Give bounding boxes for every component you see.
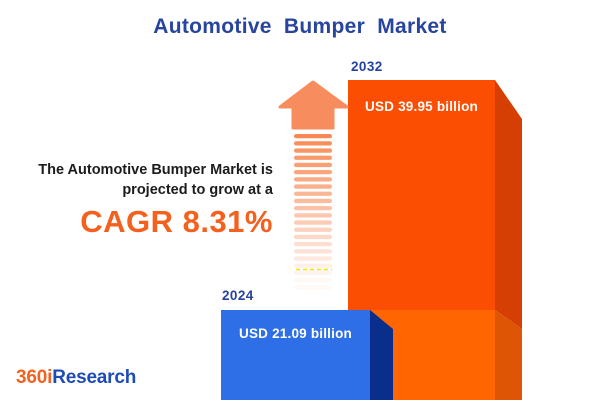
arrow-stripe xyxy=(294,141,332,146)
logo-part-360i: 360i xyxy=(16,367,53,388)
arrow-stripe xyxy=(294,155,332,160)
bar-year-label-2032: 2032 xyxy=(351,59,383,74)
bar-year-label-2024: 2024 xyxy=(222,288,254,303)
arrow-stripe xyxy=(294,213,332,218)
logo-part-research: Research xyxy=(52,367,137,388)
arrow-stripe xyxy=(294,177,332,182)
arrow-stripe xyxy=(294,285,332,290)
arrow-stripe xyxy=(294,263,332,268)
growth-annotation: The Automotive Bumper Market is projecte… xyxy=(0,161,273,238)
arrow-stripe xyxy=(294,242,332,247)
bar-2024-side xyxy=(370,310,393,400)
arrow-stripe xyxy=(294,227,332,232)
arrow-stripe xyxy=(294,198,332,204)
arrow-stripe xyxy=(294,148,332,153)
arrow-stripe xyxy=(294,162,332,168)
arrow-stripe xyxy=(294,278,332,283)
bar-value-label-2024: USD 21.09 billion xyxy=(239,326,352,341)
arrow-stripe xyxy=(294,249,332,254)
arrow-stripe xyxy=(294,170,332,175)
arrow-stripe xyxy=(294,234,332,240)
arrow-stripe xyxy=(294,191,332,196)
page-title: Automotive Bumper Market xyxy=(153,15,447,38)
arrow-stripe xyxy=(294,220,332,225)
brand-logo: 360iResearch xyxy=(16,367,136,389)
growth-arrow-stripes xyxy=(294,134,332,290)
arrow-stripe xyxy=(294,206,332,211)
arrow-stripe xyxy=(294,184,332,189)
annotation-line2: projected to grow at a xyxy=(122,181,273,198)
bar-2024-face xyxy=(221,310,370,400)
cagr-value: CAGR 8.31% xyxy=(80,204,273,239)
bar-2032-face-top xyxy=(348,80,495,310)
arrow-stripe xyxy=(294,270,332,276)
bar-value-label-2032: USD 39.95 billion xyxy=(365,99,478,114)
arrow-stripe xyxy=(294,134,332,139)
growth-arrow-head-icon xyxy=(278,80,349,130)
annotation-line1: The Automotive Bumper Market is xyxy=(38,162,273,178)
bar-2032-side-bottom xyxy=(495,310,522,400)
arrow-stripe xyxy=(294,256,332,261)
bar-2032-side-top xyxy=(495,80,522,329)
